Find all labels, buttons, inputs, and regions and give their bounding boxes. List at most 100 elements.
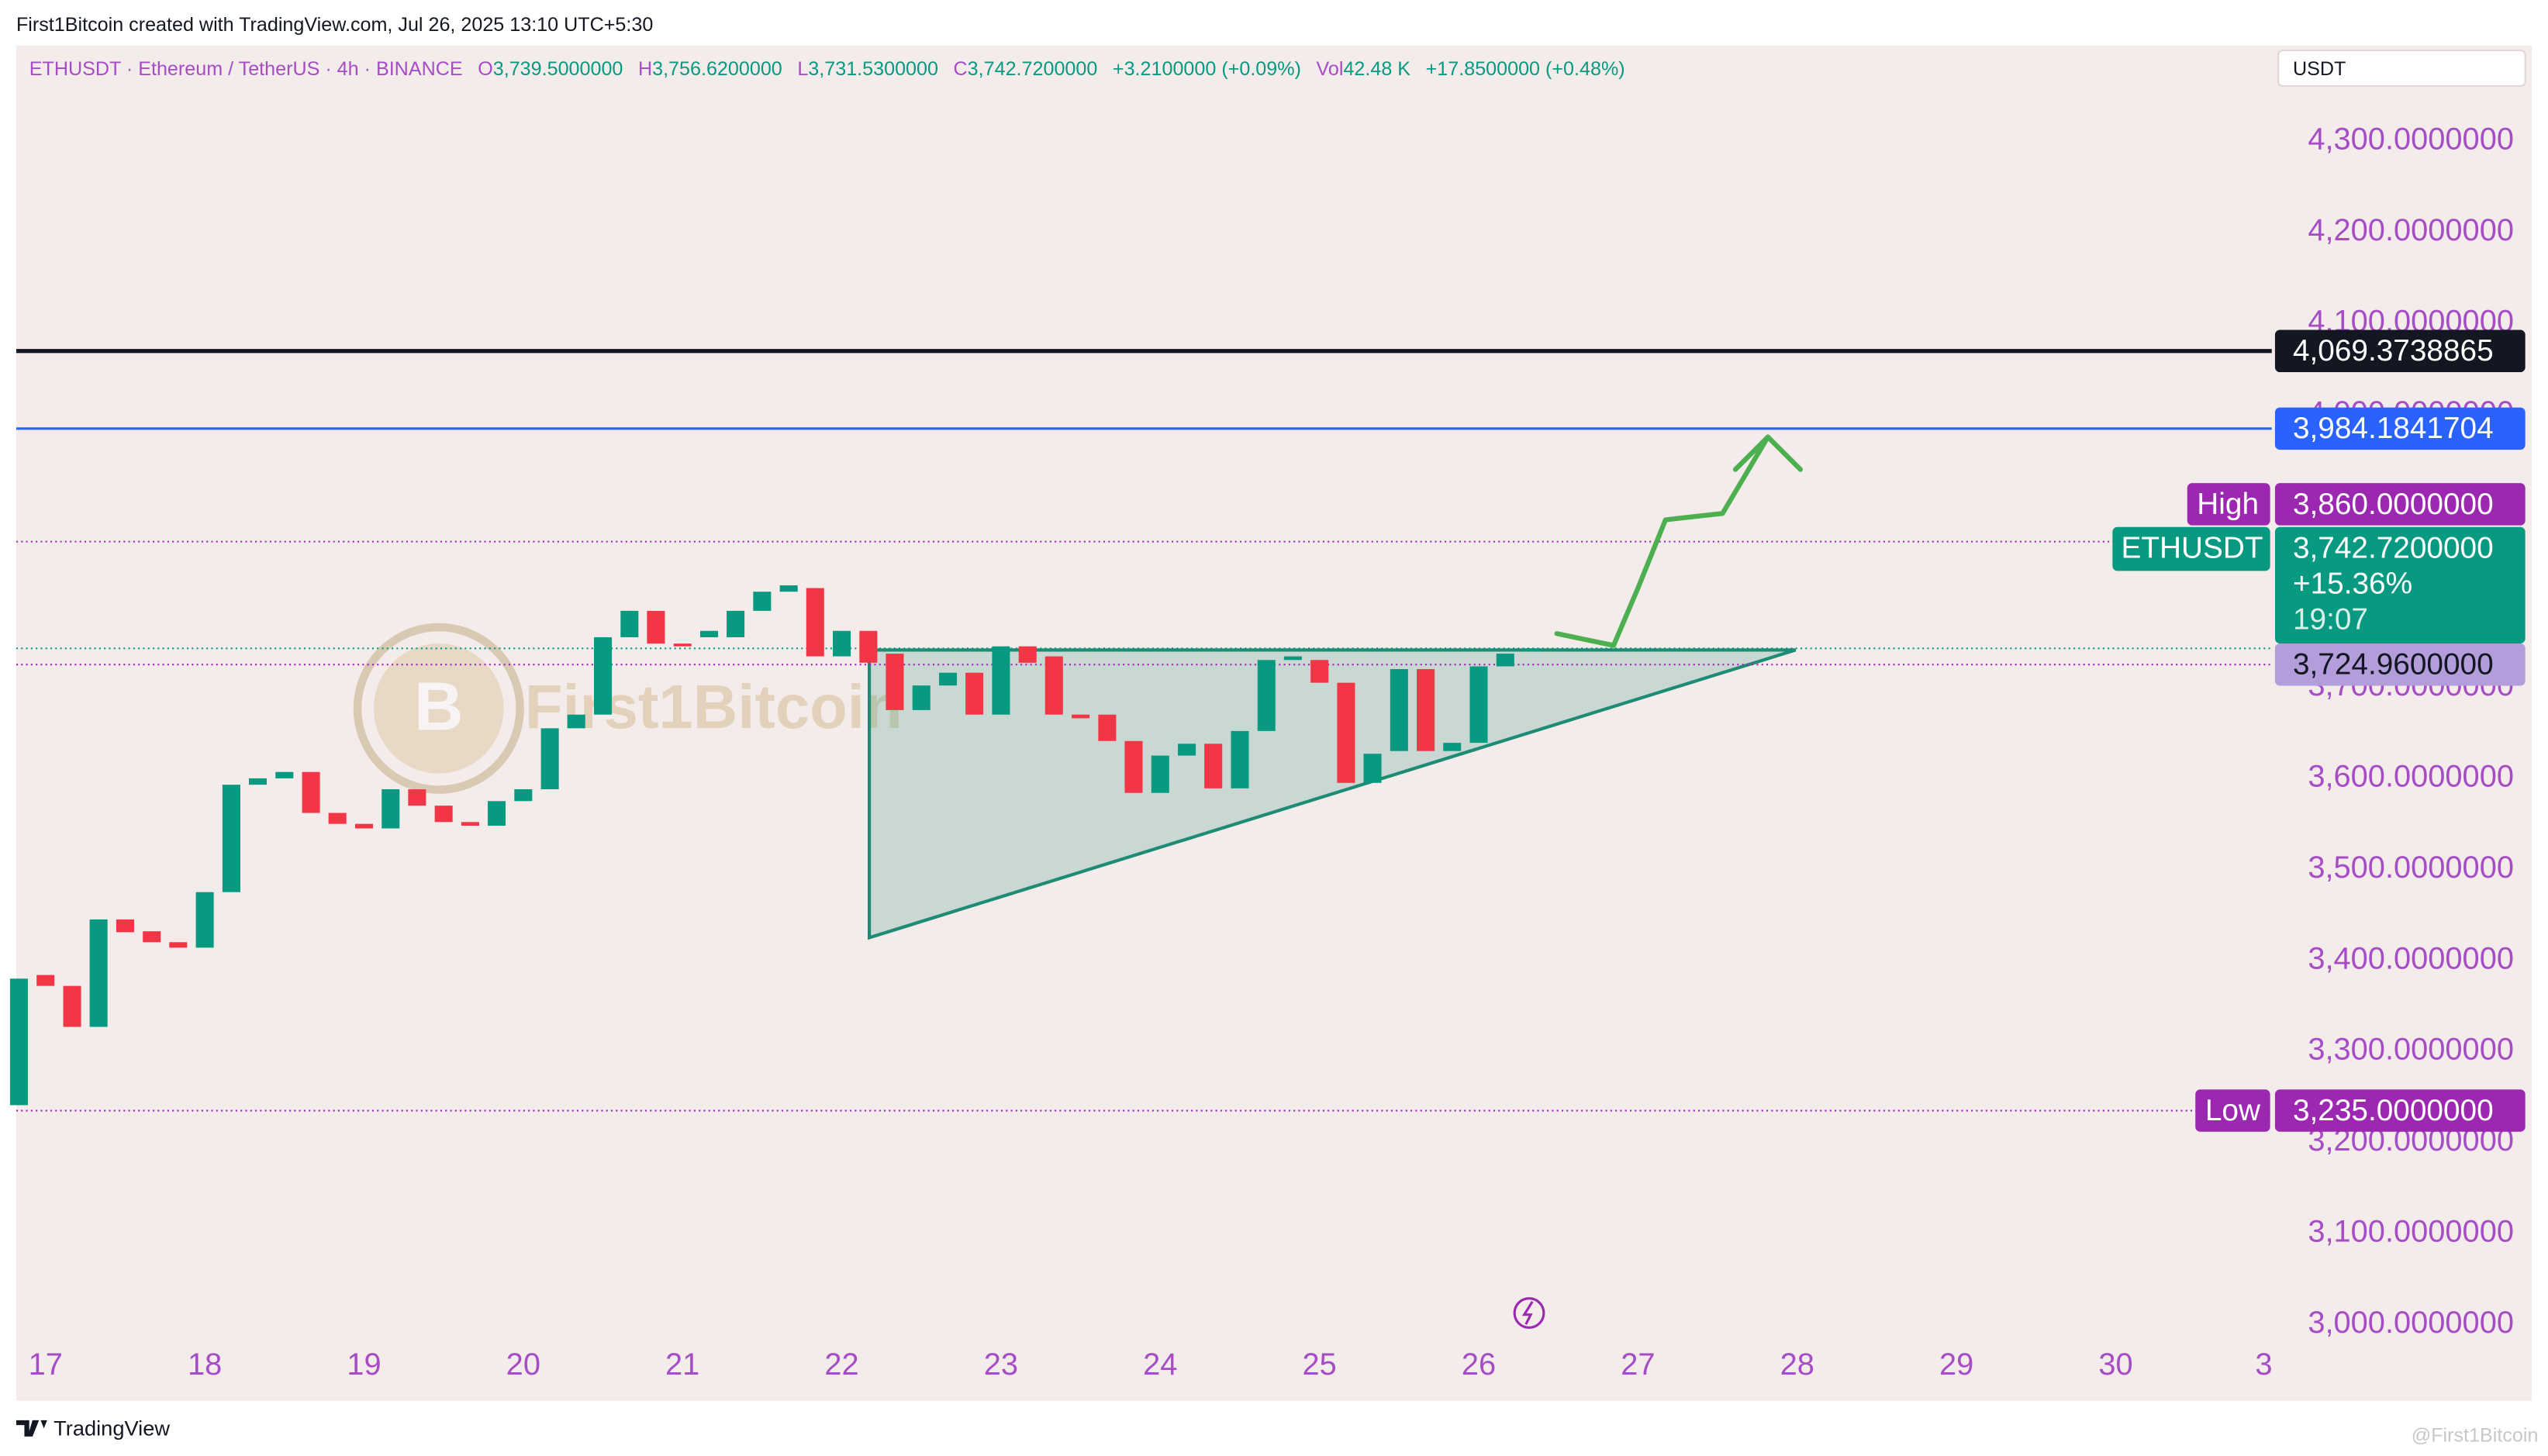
candle-body bbox=[382, 789, 400, 829]
candle-body bbox=[488, 801, 506, 826]
x-tick-label: 19 bbox=[347, 1347, 381, 1382]
arrow-path bbox=[1554, 434, 1771, 648]
candle-body bbox=[1231, 730, 1249, 788]
price-box bbox=[2274, 483, 2526, 526]
candle-body bbox=[647, 610, 665, 644]
candle-body bbox=[1390, 669, 1408, 751]
last-price-change: +15.36% bbox=[2293, 567, 2412, 600]
candle-body bbox=[222, 785, 240, 892]
legend-volume: 42.48 K bbox=[1343, 58, 1410, 80]
candle-body bbox=[1443, 743, 1462, 751]
x-tick-label: 21 bbox=[665, 1347, 699, 1382]
name-label: High bbox=[2197, 488, 2259, 521]
candle-body bbox=[620, 610, 639, 637]
price-box bbox=[2274, 643, 2526, 686]
replay-circle[interactable] bbox=[1513, 1297, 1545, 1329]
candle-body bbox=[859, 630, 878, 663]
last-price-box bbox=[2274, 526, 2526, 643]
candle-body bbox=[1072, 714, 1090, 719]
replay-icon[interactable] bbox=[1513, 1297, 1545, 1329]
watermark-text: First1Bitcoin bbox=[525, 672, 903, 741]
credit: First1Bitcoin created with TradingView.c… bbox=[16, 14, 653, 36]
x-tick-label: 22 bbox=[824, 1347, 858, 1382]
x-tick-label: 20 bbox=[506, 1347, 540, 1382]
legend-value: 3,756.6200000 bbox=[652, 58, 782, 80]
name-box bbox=[2187, 483, 2270, 526]
name-label: ETHUSDT bbox=[2122, 531, 2263, 564]
candle-body bbox=[143, 931, 161, 943]
x-tick-label: 23 bbox=[984, 1347, 1018, 1382]
replay-bolt[interactable] bbox=[1521, 1301, 1534, 1325]
y-tick-label: 3,500.0000000 bbox=[2308, 850, 2514, 885]
watermark-mark: B bbox=[414, 668, 464, 744]
candle-body bbox=[1018, 646, 1037, 663]
x-tick-label: 18 bbox=[188, 1347, 222, 1382]
x-tick-label: 30 bbox=[2098, 1347, 2132, 1382]
candle-body bbox=[169, 942, 188, 948]
price-box-label: 3,724.9600000 bbox=[2293, 648, 2494, 681]
candle-body bbox=[833, 630, 851, 657]
x-tick-label: 26 bbox=[1462, 1347, 1496, 1382]
x-tick-label: 25 bbox=[1303, 1347, 1337, 1382]
brand-logo bbox=[16, 1420, 47, 1437]
legend-volume-change: +17.8500000 (+0.48%) bbox=[1426, 58, 1625, 80]
legend-key: H bbox=[638, 58, 652, 80]
name-label: Low bbox=[2205, 1094, 2261, 1127]
x-tick-label: 3 bbox=[2255, 1347, 2272, 1382]
watermark-ring bbox=[353, 623, 524, 794]
candle-body bbox=[1363, 754, 1382, 783]
y-tick-label: 4,300.0000000 bbox=[2308, 122, 2514, 156]
candle-body bbox=[408, 789, 426, 806]
candle-body bbox=[912, 685, 930, 710]
candle-body bbox=[699, 630, 719, 637]
watermark: B First1Bitcoin bbox=[353, 623, 903, 794]
candle-body bbox=[63, 985, 81, 1027]
x-tick-label: 17 bbox=[29, 1347, 63, 1382]
candle-body bbox=[434, 806, 453, 823]
currency-box[interactable] bbox=[2277, 49, 2526, 88]
legend: ETHUSDT · Ethereum / TetherUS · 4h · BIN… bbox=[29, 58, 1625, 80]
legend-key: Vol bbox=[1317, 58, 1344, 80]
name-box bbox=[2195, 1089, 2270, 1132]
watermark-coin bbox=[374, 643, 504, 774]
candle-body bbox=[886, 654, 904, 710]
candle-body bbox=[1151, 755, 1169, 793]
price-box-label: 3,984.1841704 bbox=[2293, 412, 2494, 445]
legend-key: C bbox=[954, 58, 968, 80]
candle-body bbox=[1178, 744, 1196, 756]
brand: TradingView bbox=[54, 1416, 170, 1440]
candle-body bbox=[514, 789, 533, 802]
candle-body bbox=[1044, 656, 1063, 715]
candle-body bbox=[540, 728, 559, 790]
x-tick-label: 29 bbox=[1939, 1347, 1973, 1382]
candle-body bbox=[1283, 656, 1302, 661]
candle-body bbox=[1496, 654, 1514, 667]
candle-body bbox=[1337, 682, 1355, 783]
price-box bbox=[2274, 329, 2526, 373]
candle-body bbox=[1124, 740, 1143, 793]
x-tick-label: 27 bbox=[1621, 1347, 1655, 1382]
candle-body bbox=[939, 672, 958, 686]
candle-body bbox=[806, 588, 824, 657]
candle-body bbox=[1310, 660, 1329, 683]
candle-body bbox=[753, 592, 772, 611]
price-box bbox=[2274, 407, 2526, 450]
candle-body bbox=[302, 771, 320, 813]
legend-value: 3,731.5300000 bbox=[808, 58, 938, 80]
candle-body bbox=[275, 771, 294, 778]
candle-body bbox=[567, 714, 585, 729]
candle-body bbox=[195, 892, 214, 948]
candle-body bbox=[248, 778, 268, 785]
last-price-countdown: 19:07 bbox=[2293, 603, 2368, 637]
candle-body bbox=[593, 637, 613, 715]
arrow-head bbox=[1732, 434, 1804, 472]
legend-value: 3,742.7200000 bbox=[968, 58, 1098, 80]
price-box-label: 3,235.0000000 bbox=[2293, 1094, 2494, 1127]
currency[interactable]: USDT bbox=[2293, 58, 2346, 80]
y-tick-label: 3,400.0000000 bbox=[2308, 941, 2514, 975]
price-box-label: 4,069.3738865 bbox=[2293, 334, 2494, 367]
candle-body bbox=[36, 975, 55, 986]
legend-value: 3,739.5000000 bbox=[493, 58, 623, 80]
